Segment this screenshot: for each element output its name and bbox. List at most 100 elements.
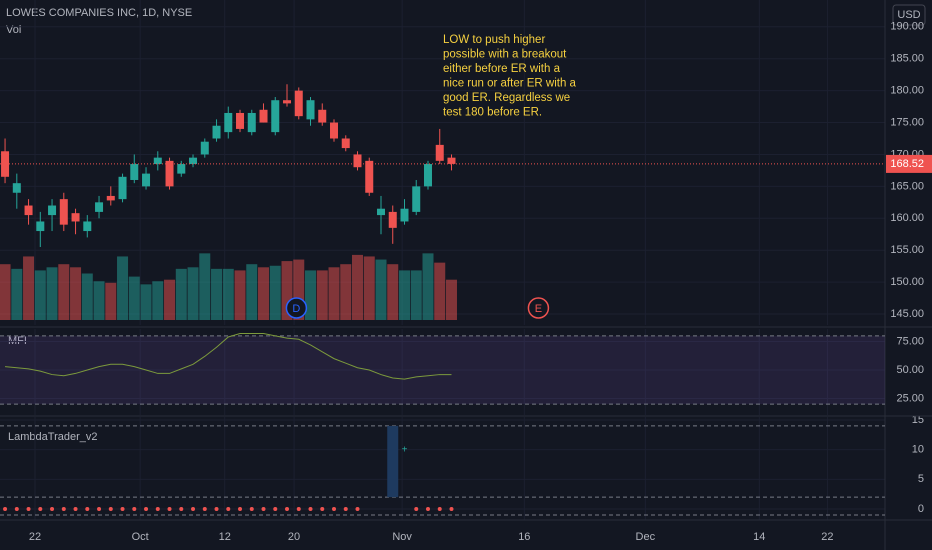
y-tick-label: 150.00: [890, 276, 924, 288]
y-tick-label: 0: [918, 503, 924, 515]
y-tick-label: 145.00: [890, 308, 924, 320]
candle-body: [12, 183, 21, 193]
candle-body: [236, 112, 245, 129]
volume-bar: [316, 270, 328, 320]
candle-body: [59, 199, 68, 225]
candle-body: [36, 221, 45, 232]
signal-dot: [85, 507, 90, 512]
volume-bar: [0, 264, 11, 320]
event-marker[interactable]: [285, 297, 308, 319]
candle-body: [447, 157, 456, 164]
volume-bar: [117, 256, 129, 320]
signal-dot: [179, 507, 184, 512]
signal-dot: [355, 507, 360, 512]
signal-dot: [226, 507, 231, 512]
volume-bar: [305, 270, 317, 320]
volume-bar: [187, 267, 199, 320]
volume-bar: [328, 267, 340, 320]
volume-bar: [387, 264, 399, 320]
mfi-band: [0, 335, 885, 405]
y-tick-label: 10: [912, 444, 924, 456]
candle-body: [83, 221, 92, 232]
volume-label: Vol: [6, 24, 21, 36]
volume-bar: [258, 267, 270, 320]
volume-bar: [410, 270, 422, 320]
annotation-line: possible with a breakout: [443, 49, 567, 61]
candle-body: [294, 90, 303, 117]
candle-body: [412, 186, 421, 212]
event-label: D: [292, 303, 300, 315]
signal-dot: [120, 507, 125, 512]
candle-body: [341, 138, 350, 149]
volume-bar: [269, 265, 281, 320]
signal-dot: [273, 507, 278, 512]
candle-body: [71, 213, 80, 222]
event-marker[interactable]: [527, 297, 550, 319]
candle-body: [177, 164, 186, 174]
candle-body: [24, 205, 33, 216]
volume-bar: [128, 276, 140, 320]
volume-bar: [34, 270, 46, 320]
candle-body: [318, 109, 327, 123]
y-tick-label: 160.00: [890, 212, 924, 224]
y-tick-label: 25.00: [896, 392, 924, 404]
mfi-title: MFI: [8, 335, 27, 347]
volume-bar: [46, 267, 58, 320]
signal-dot: [425, 507, 430, 512]
volume-bar: [140, 284, 152, 320]
candle-body: [400, 208, 409, 222]
currency-button[interactable]: [892, 4, 926, 26]
signal-dot: [343, 507, 348, 512]
y-tick-label: 75.00: [896, 335, 924, 347]
x-tick-label: 16: [518, 531, 530, 543]
volume-bar: [363, 256, 375, 320]
mfi-line: [5, 333, 452, 380]
x-tick-label: Nov: [392, 531, 412, 543]
currency[interactable]: USD: [897, 9, 920, 21]
signal-dot: [191, 507, 196, 512]
signal-marker: +: [402, 444, 408, 455]
candle-body: [247, 112, 256, 133]
x-tick-label: 14: [753, 531, 765, 543]
candle-body: [224, 112, 233, 133]
signal-dot: [108, 507, 113, 512]
y-tick-label: 155.00: [890, 244, 924, 256]
signal-dot: [144, 507, 149, 512]
volume-bar: [246, 264, 258, 320]
annotation-line: good ER. Regardless we: [443, 92, 570, 104]
x-tick-label: Dec: [636, 531, 656, 543]
candle-body: [118, 176, 127, 200]
candle-body: [271, 100, 280, 133]
volume-bar: [11, 268, 23, 320]
candle-body: [200, 141, 209, 155]
volume-bar: [434, 262, 446, 320]
volume-bar: [422, 253, 434, 320]
event-label: E: [535, 303, 542, 315]
y-tick-label: 165.00: [890, 180, 924, 192]
signal-dot: [97, 507, 102, 512]
annotation-line: LOW to push higher: [443, 34, 545, 46]
candle-body: [106, 195, 115, 201]
signal-dot: [308, 507, 313, 512]
signal-dot: [261, 507, 266, 512]
y-tick-label: 175.00: [890, 116, 924, 128]
candle-body: [330, 122, 339, 139]
signal-bar: [387, 425, 399, 498]
candle-body: [306, 100, 315, 120]
volume-bar: [222, 268, 234, 320]
candle-body: [388, 211, 397, 228]
candle-body: [212, 125, 221, 139]
candle-body: [259, 109, 268, 123]
volume-bar: [199, 253, 211, 320]
signal-dot: [167, 507, 172, 512]
volume-bar: [93, 281, 105, 320]
candle-body: [353, 154, 362, 168]
x-tick-label: Oct: [132, 531, 149, 543]
candle-body: [283, 100, 292, 104]
last-price-box: [886, 154, 932, 173]
signal-dot: [320, 507, 325, 512]
signal-dot: [50, 507, 55, 512]
volume-bar: [105, 282, 117, 320]
symbol-title: LOWES COMPANIES INC, 1D, NYSE: [6, 7, 192, 19]
